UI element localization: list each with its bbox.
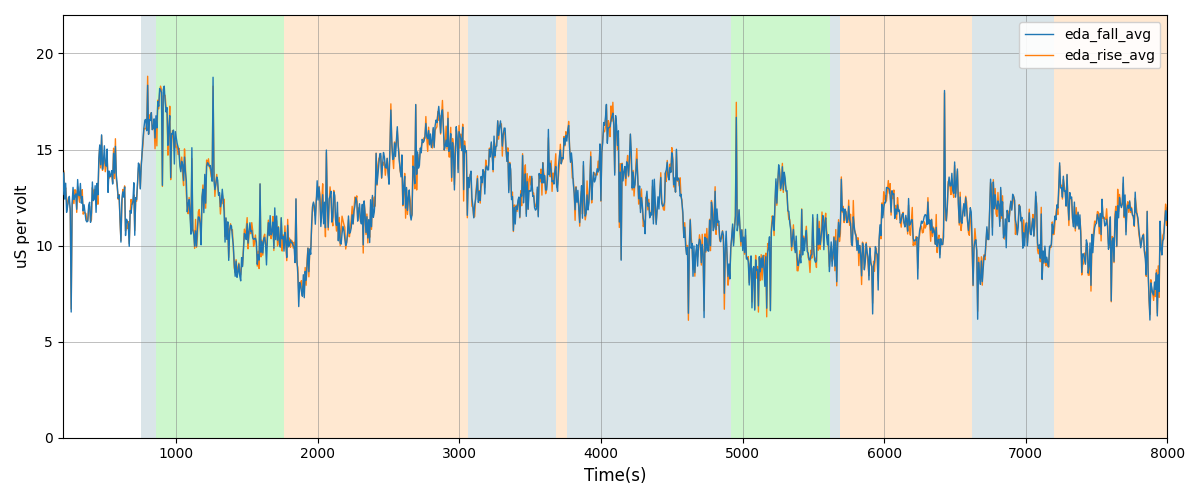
- eda_fall_avg: [1142, 317, 1157, 323]
- Bar: [568, 15, 731, 438]
- eda_fall_avg: [242, 220, 257, 226]
- eda_rise_avg: [660, 158, 674, 164]
- Line: eda_fall_avg: eda_fall_avg: [62, 78, 1168, 320]
- Bar: [731, 15, 742, 438]
- Bar: [468, 15, 556, 438]
- eda_fall_avg: [55, 192, 70, 198]
- eda_fall_avg: [660, 160, 674, 166]
- Legend: eda_fall_avg, eda_rise_avg: eda_fall_avg, eda_rise_avg: [1020, 22, 1160, 68]
- eda_rise_avg: [428, 125, 443, 131]
- eda_rise_avg: [535, 160, 550, 166]
- Bar: [830, 15, 840, 438]
- Bar: [1054, 15, 1168, 438]
- Bar: [972, 15, 1054, 438]
- eda_rise_avg: [1160, 202, 1175, 208]
- eda_fall_avg: [206, 74, 221, 80]
- Bar: [840, 15, 972, 438]
- eda_fall_avg: [535, 160, 550, 166]
- eda_fall_avg: [1160, 205, 1175, 211]
- eda_rise_avg: [242, 226, 257, 232]
- Line: eda_rise_avg: eda_rise_avg: [62, 76, 1168, 320]
- eda_fall_avg: [637, 219, 652, 225]
- eda_rise_avg: [140, 73, 155, 79]
- eda_rise_avg: [682, 318, 696, 324]
- eda_fall_avg: [428, 117, 443, 123]
- Bar: [156, 15, 284, 438]
- eda_rise_avg: [637, 219, 652, 225]
- Bar: [284, 15, 468, 438]
- Bar: [556, 15, 568, 438]
- Y-axis label: uS per volt: uS per volt: [16, 184, 30, 268]
- Bar: [742, 15, 830, 438]
- eda_rise_avg: [203, 166, 217, 172]
- Bar: [140, 15, 156, 438]
- eda_fall_avg: [202, 164, 216, 170]
- eda_rise_avg: [55, 200, 70, 206]
- X-axis label: Time(s): Time(s): [584, 467, 647, 485]
